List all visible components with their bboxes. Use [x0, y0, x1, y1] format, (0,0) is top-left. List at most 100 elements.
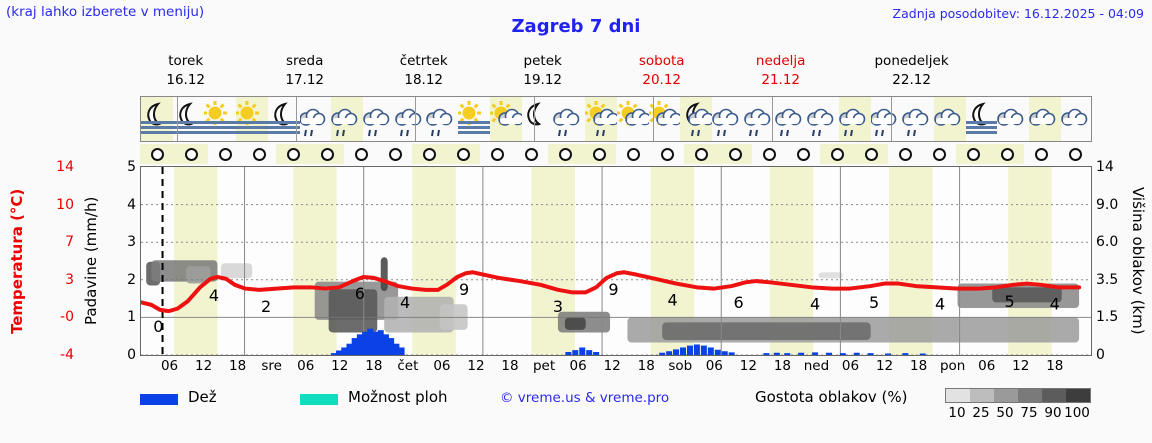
dot-glyph — [899, 148, 912, 161]
temperature-value-label: 6 — [734, 293, 744, 312]
day-header-ponedeljek: ponedeljek 22.12 — [852, 52, 971, 90]
axis-tick: 2 — [127, 271, 136, 288]
hour-marker-dot — [820, 144, 854, 164]
moon-fog-icon — [965, 97, 998, 141]
chart-legend: Dež Možnost ploh © vreme.us & vreme.pro … — [140, 388, 1144, 436]
temperature-value-label: 4 — [1050, 294, 1060, 313]
x-axis-tick-label: čet — [397, 358, 419, 374]
temperature-value-label: 2 — [261, 297, 271, 316]
x-axis-tick-label: 12 — [875, 358, 894, 374]
weather-icon-strip — [140, 96, 1092, 142]
cloud-rain-icon — [902, 97, 934, 141]
hour-marker-row — [140, 144, 1092, 164]
cloud-icon — [997, 97, 1029, 141]
cloud-density-swatch — [1066, 389, 1090, 402]
temperature-value-label: 4 — [810, 294, 820, 313]
sun-cloud-icon — [648, 97, 681, 141]
cloud-density-swatch — [994, 389, 1018, 402]
day-date: 20.12 — [642, 72, 682, 88]
day-header-sobota: sobota 20.12 — [602, 52, 721, 90]
hour-marker-dot — [514, 144, 548, 164]
x-axis-tick-label: 18 — [229, 358, 247, 374]
x-axis-tick-label: 06 — [433, 358, 451, 374]
x-axis-tick-label: 06 — [297, 358, 315, 374]
hour-marker-dot — [480, 144, 514, 164]
temperature-value-label: 0 — [153, 317, 163, 336]
hour-marker-dot — [718, 144, 752, 164]
dot-glyph — [423, 148, 436, 161]
dot-glyph — [559, 148, 572, 161]
temperature-axis-title: Temperatura (°C) — [8, 188, 26, 334]
temperature-value-label: 4 — [667, 291, 677, 310]
day-date: 19.12 — [523, 72, 563, 88]
cloud-density-ramp-labels: 10 25 50 75 90 100 — [945, 405, 1095, 423]
axis-tick: 9.0 — [1096, 196, 1119, 213]
dot-glyph — [967, 148, 980, 161]
axis-tick: 3.5 — [1096, 271, 1119, 288]
day-date: 21.12 — [761, 72, 801, 88]
hour-marker-dot — [208, 144, 242, 164]
day-name: sobota — [638, 53, 685, 69]
x-axis-tick-label: 18 — [910, 358, 928, 374]
cloud-icon — [933, 97, 966, 141]
dot-glyph — [355, 148, 368, 161]
cloud-density-swatch — [970, 389, 994, 402]
day-separator — [414, 97, 416, 141]
x-axis-labels: 06 12 18 sre 06 12 18 čet 06 12 18 pet 06 12 18 sob 06 12… — [140, 358, 1092, 378]
hour-marker-dot — [276, 144, 310, 164]
cloud-rain-icon — [743, 97, 776, 141]
x-axis-tick-label: 18 — [1046, 358, 1064, 374]
dot-glyph — [457, 148, 470, 161]
showers-legend-label: Možnost ploh — [348, 388, 448, 406]
x-axis-tick-label: 06 — [841, 358, 860, 374]
moon-fog-icon — [172, 97, 205, 141]
cloud-rain-icon — [363, 97, 395, 141]
rain-legend-swatch — [140, 394, 178, 405]
hour-marker-dot — [650, 144, 684, 164]
day-name: četrtek — [399, 53, 448, 69]
cloud-density-tick: 50 — [996, 405, 1014, 421]
hour-marker-dot — [548, 144, 582, 164]
day-header-row: torek 16.12 sreda 17.12 četrtek 18.12 petek 19.… — [140, 52, 1092, 94]
axis-tick: 7 — [65, 234, 74, 251]
dot-glyph — [389, 148, 402, 161]
hour-marker-dot — [310, 144, 344, 164]
x-axis-tick-label: 06 — [705, 358, 723, 374]
axis-tick: 5 — [127, 159, 136, 175]
day-separator — [890, 97, 892, 141]
temperature-value-label: 5 — [869, 293, 879, 312]
dot-glyph — [1035, 148, 1048, 161]
day-header-torek: torek 16.12 — [126, 52, 245, 90]
moon-clear-icon — [522, 97, 554, 141]
dot-glyph — [797, 148, 810, 161]
precipitation-axis-title: Padavine (mm/h) — [82, 196, 100, 326]
hour-marker-dot — [140, 144, 174, 164]
x-axis-tick-label: 12 — [331, 358, 349, 374]
axis-tick: 3 — [65, 271, 74, 288]
hour-marker-dot — [412, 144, 446, 164]
dot-glyph — [1069, 148, 1082, 161]
dot-glyph — [321, 148, 334, 161]
dot-glyph — [865, 148, 878, 161]
day-name: torek — [168, 53, 204, 69]
dot-glyph — [253, 148, 266, 161]
axis-tick: 1.5 — [1096, 309, 1119, 326]
axis-tick: 10 — [56, 196, 74, 213]
cloud-density-tick: 25 — [972, 405, 990, 421]
cloud-density-tick: 100 — [1064, 405, 1090, 421]
dot-glyph — [831, 148, 844, 161]
copyright-link[interactable]: © vreme.us & vreme.pro — [500, 390, 670, 406]
moon-fog-icon — [267, 97, 300, 141]
cloud-rain-icon — [711, 97, 744, 141]
showers-legend-swatch — [300, 394, 338, 405]
axis-tick: 14 — [56, 159, 74, 175]
axis-tick: 1 — [127, 309, 136, 326]
day-date: 17.12 — [285, 72, 325, 88]
day-date: 18.12 — [404, 72, 444, 88]
cloud-rain-icon — [807, 97, 839, 141]
cloud-height-axis-ticks: 14 9.0 6.0 3.5 1.5 0 — [1096, 159, 1130, 363]
hour-marker-dot — [582, 144, 616, 164]
axis-tick: 0 — [1096, 347, 1105, 363]
axis-tick: -4 — [60, 347, 74, 363]
dot-glyph — [763, 148, 776, 161]
